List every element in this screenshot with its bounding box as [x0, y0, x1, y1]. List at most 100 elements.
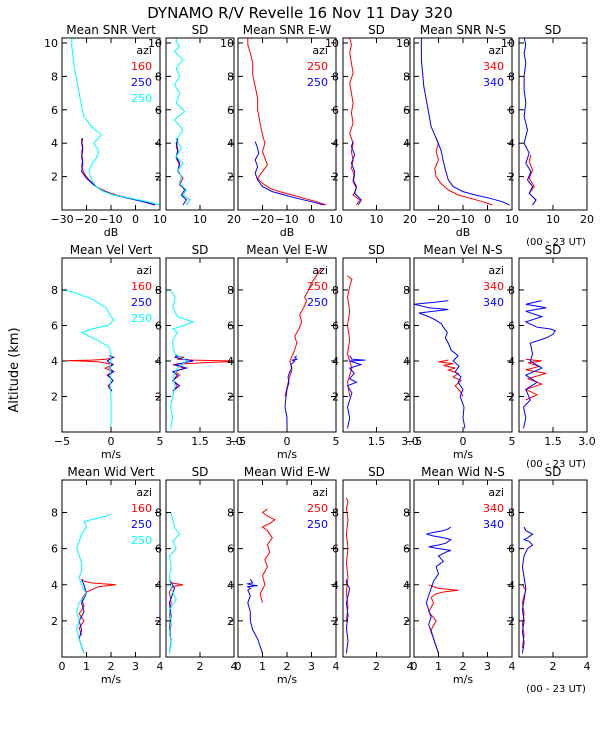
x-axis-label-snr_ns: dB: [456, 226, 471, 239]
x-tick-label-wid_vert_sd: 4: [231, 660, 238, 673]
legend-entry-snr_ns-0: 340: [483, 60, 504, 73]
y-tick-label-vel_ew_sd: 4: [332, 355, 339, 368]
y-tick-label-snr_ew: 2: [227, 171, 234, 184]
series-line-vel_vert_sd-250-1: [171, 355, 194, 392]
panel-vel_ew: Mean Vel E-W −5 0 5 2 4 6 8 m/s azi 250 250: [227, 243, 340, 461]
x-tick-label-snr_vert: −30: [50, 213, 73, 226]
x-tick-label-snr_ew: 10: [329, 213, 343, 226]
x-tick-label-wid_ew_sd: 4: [407, 660, 414, 673]
plot-frame-vel_ew_sd: [342, 257, 411, 433]
y-tick-label-wid_ew_sd: 4: [332, 579, 339, 592]
series-line-wid_ns_sd-340-1: [521, 526, 534, 654]
x-axis-label-wid_vert: m/s: [101, 673, 121, 686]
series-line-snr_ns-340-0: [434, 137, 493, 206]
x-tick-label-snr_ns_sd: 10: [546, 213, 560, 226]
y-tick-label-snr_ns_sd: 2: [508, 171, 515, 184]
x-tick-label-wid_vert: 2: [108, 660, 115, 673]
altitude-axis-label: Altitude (km): [7, 327, 22, 412]
panel-title-snr_ns: Mean SNR N-S: [420, 23, 506, 37]
x-tick-label-vel_ew_sd: 3.0: [401, 435, 419, 448]
y-tick-label-vel_vert_sd: 6: [155, 319, 162, 332]
plot-frame-vel_vert_sd: [165, 257, 235, 433]
plot-frame-wid_ew_sd: [342, 479, 411, 658]
y-tick-label-snr_ns_sd: 10: [501, 37, 515, 50]
x-tick-label-wid_ew: 0: [235, 660, 242, 673]
x-axis-label-wid_ns: m/s: [453, 673, 473, 686]
y-tick-label-vel_ew: 8: [227, 284, 234, 297]
plot-frame-vel_ns_sd: [518, 257, 588, 433]
panel-title-snr_vert: Mean SNR Vert: [66, 23, 156, 37]
y-tick-label-wid_ew_sd: 8: [332, 507, 339, 520]
legend-title-snr_ns: azi: [488, 44, 504, 57]
ut-note-row1: (00 - 23 UT): [526, 237, 586, 248]
series-line-wid_ew_sd-250-1: [345, 579, 351, 654]
panel-snr_ew_sd: SD 10 20 2 4 6 8 10: [325, 23, 417, 226]
series-line-vel_ns_sd-340-0: [524, 358, 547, 401]
y-tick-label-snr_vert_sd: 10: [148, 37, 162, 50]
y-tick-label-wid_ew: 8: [227, 507, 234, 520]
x-tick-label-snr_vert: −10: [99, 213, 122, 226]
legend-entry-wid_ew-1: 250: [307, 518, 328, 531]
x-tick-label-vel_vert_sd: 1.5: [191, 435, 209, 448]
panel-vel_ew_sd: SD 1.5 3.0 2 4 6 8: [332, 243, 419, 448]
panel-vel_vert: Mean Vel Vert −5 0 5 2 4 6 8 m/s azi 160 250 250: [51, 243, 164, 461]
series-line-vel_vert_sd-250-2: [169, 289, 195, 429]
x-tick-label-snr_ew_sd: 20: [403, 213, 417, 226]
y-tick-label-snr_vert: 10: [44, 37, 58, 50]
series-line-vel_ew-250-1: [284, 355, 298, 429]
legend-entry-snr_vert-1: 250: [131, 76, 152, 89]
y-tick-label-snr_ew_sd: 4: [332, 137, 339, 150]
series-line-vel_ew_sd-250-1: [346, 355, 366, 429]
panel-title-wid_ew: Mean Wid E-W: [244, 465, 330, 479]
y-tick-label-snr_ew: 6: [227, 104, 234, 117]
panel-title-vel_vert: Mean Vel Vert: [70, 243, 153, 257]
y-tick-label-vel_ew_sd: 6: [332, 319, 339, 332]
y-tick-label-snr_ew_sd: 8: [332, 70, 339, 83]
legend-title-snr_ew: azi: [312, 44, 328, 57]
x-tick-label-wid_ns: 4: [509, 660, 516, 673]
y-tick-label-vel_ew: 2: [227, 390, 234, 403]
x-tick-label-wid_ns: 1: [435, 660, 442, 673]
y-tick-label-snr_ew: 8: [227, 70, 234, 83]
y-tick-label-snr_vert: 2: [51, 171, 58, 184]
legend-entry-vel_vert-2: 250: [131, 312, 152, 325]
series-line-snr_ns-340-1: [420, 38, 510, 206]
legend-entry-vel_vert-1: 250: [131, 296, 152, 309]
panel-wid_ns_sd: SD 2 4 2 4 6 8: [508, 465, 591, 673]
y-tick-label-vel_ew_sd: 2: [332, 390, 339, 403]
x-tick-label-vel_ns_sd: 3.0: [578, 435, 596, 448]
y-tick-label-wid_ns_sd: 6: [508, 543, 515, 556]
series-line-snr_vert-160-0: [81, 138, 156, 206]
y-tick-label-wid_ew: 6: [227, 543, 234, 556]
panel-wid_vert_sd: SD 2 4 2 4 6 8: [155, 465, 238, 673]
y-tick-label-snr_vert_sd: 4: [155, 137, 162, 150]
y-tick-label-vel_ew: 6: [227, 319, 234, 332]
panel-title-vel_ns_sd: SD: [545, 243, 562, 257]
series-line-wid_vert-250-2: [76, 513, 112, 654]
legend-entry-snr_vert-2: 250: [131, 92, 152, 105]
y-tick-label-wid_vert_sd: 2: [155, 615, 162, 628]
x-tick-label-wid_ns: 0: [411, 660, 418, 673]
x-axis-label-snr_ew: dB: [280, 226, 295, 239]
series-line-vel_vert_sd-160-0: [172, 355, 235, 392]
x-axis-label-vel_vert: m/s: [101, 448, 121, 461]
legend-entry-wid_ns-0: 340: [483, 502, 504, 515]
legend-title-vel_ns: azi: [488, 264, 504, 277]
x-tick-label-vel_vert: −5: [54, 435, 70, 448]
panel-vel_vert_sd: SD 1.5 3.0 2 4 6 8: [155, 243, 243, 448]
panel-title-snr_ns_sd: SD: [545, 23, 562, 37]
legend-entry-wid_vert-1: 250: [131, 518, 152, 531]
y-tick-label-vel_ns_sd: 6: [508, 319, 515, 332]
series-line-snr_ew-250-1: [254, 141, 324, 206]
legend-entry-snr_ns-1: 340: [483, 76, 504, 89]
panel-title-wid_vert: Mean Wid Vert: [67, 465, 154, 479]
plot-frame-wid_vert_sd: [165, 479, 235, 658]
series-line-wid_ns-340-1: [425, 526, 452, 654]
y-tick-label-vel_vert_sd: 8: [155, 284, 162, 297]
x-tick-label-snr_vert: −20: [75, 213, 98, 226]
legend-entry-snr_ew-1: 250: [307, 76, 328, 89]
y-tick-label-snr_ew_sd: 10: [325, 37, 339, 50]
y-tick-label-snr_vert: 8: [51, 70, 58, 83]
y-tick-label-wid_vert_sd: 4: [155, 579, 162, 592]
legend-title-vel_ew: azi: [312, 264, 328, 277]
